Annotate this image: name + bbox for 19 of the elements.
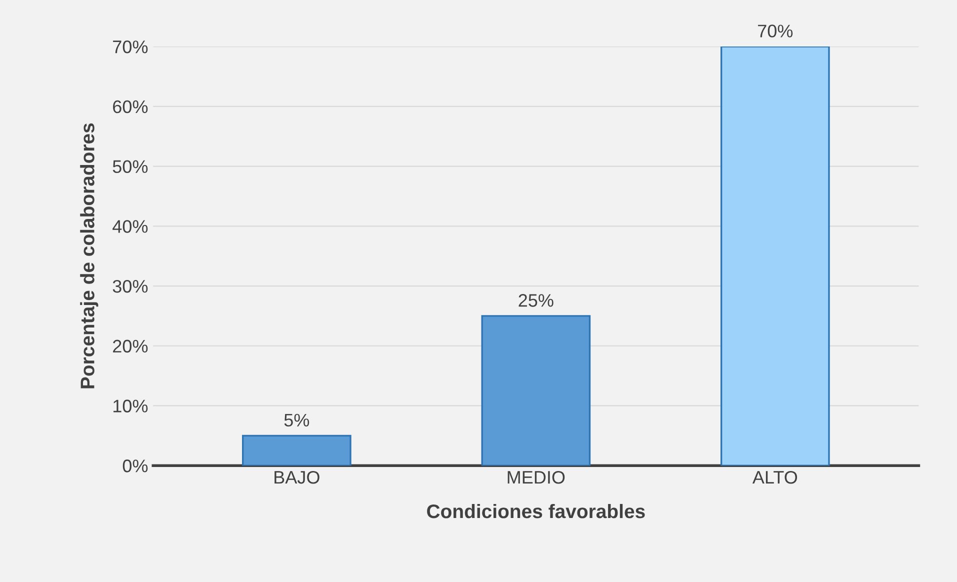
- y-tick-label: 50%: [112, 160, 148, 174]
- bar: [242, 434, 352, 466]
- x-tick-label: ALTO: [752, 470, 798, 484]
- bar: [481, 315, 591, 466]
- y-tick-label: 40%: [112, 220, 148, 233]
- x-tick-label: MEDIO: [508, 470, 565, 484]
- data-label: 70%: [758, 24, 793, 38]
- y-tick-label: 10%: [114, 400, 148, 412]
- x-axis-title: Condiciones favorables: [427, 504, 645, 518]
- bar: [720, 46, 830, 466]
- x-tick-label: BAJO: [274, 470, 320, 484]
- y-tick-label: 20%: [113, 340, 148, 353]
- y-tick-label: 60%: [113, 100, 148, 114]
- y-axis-title: Porcentaje de colaboradores: [80, 123, 98, 388]
- y-tick-label: 70%: [113, 40, 148, 54]
- y-tick-label: 0%: [122, 460, 148, 472]
- data-label: 5%: [284, 414, 310, 427]
- y-tick-label: 30%: [112, 280, 148, 293]
- data-label: 25%: [518, 294, 554, 307]
